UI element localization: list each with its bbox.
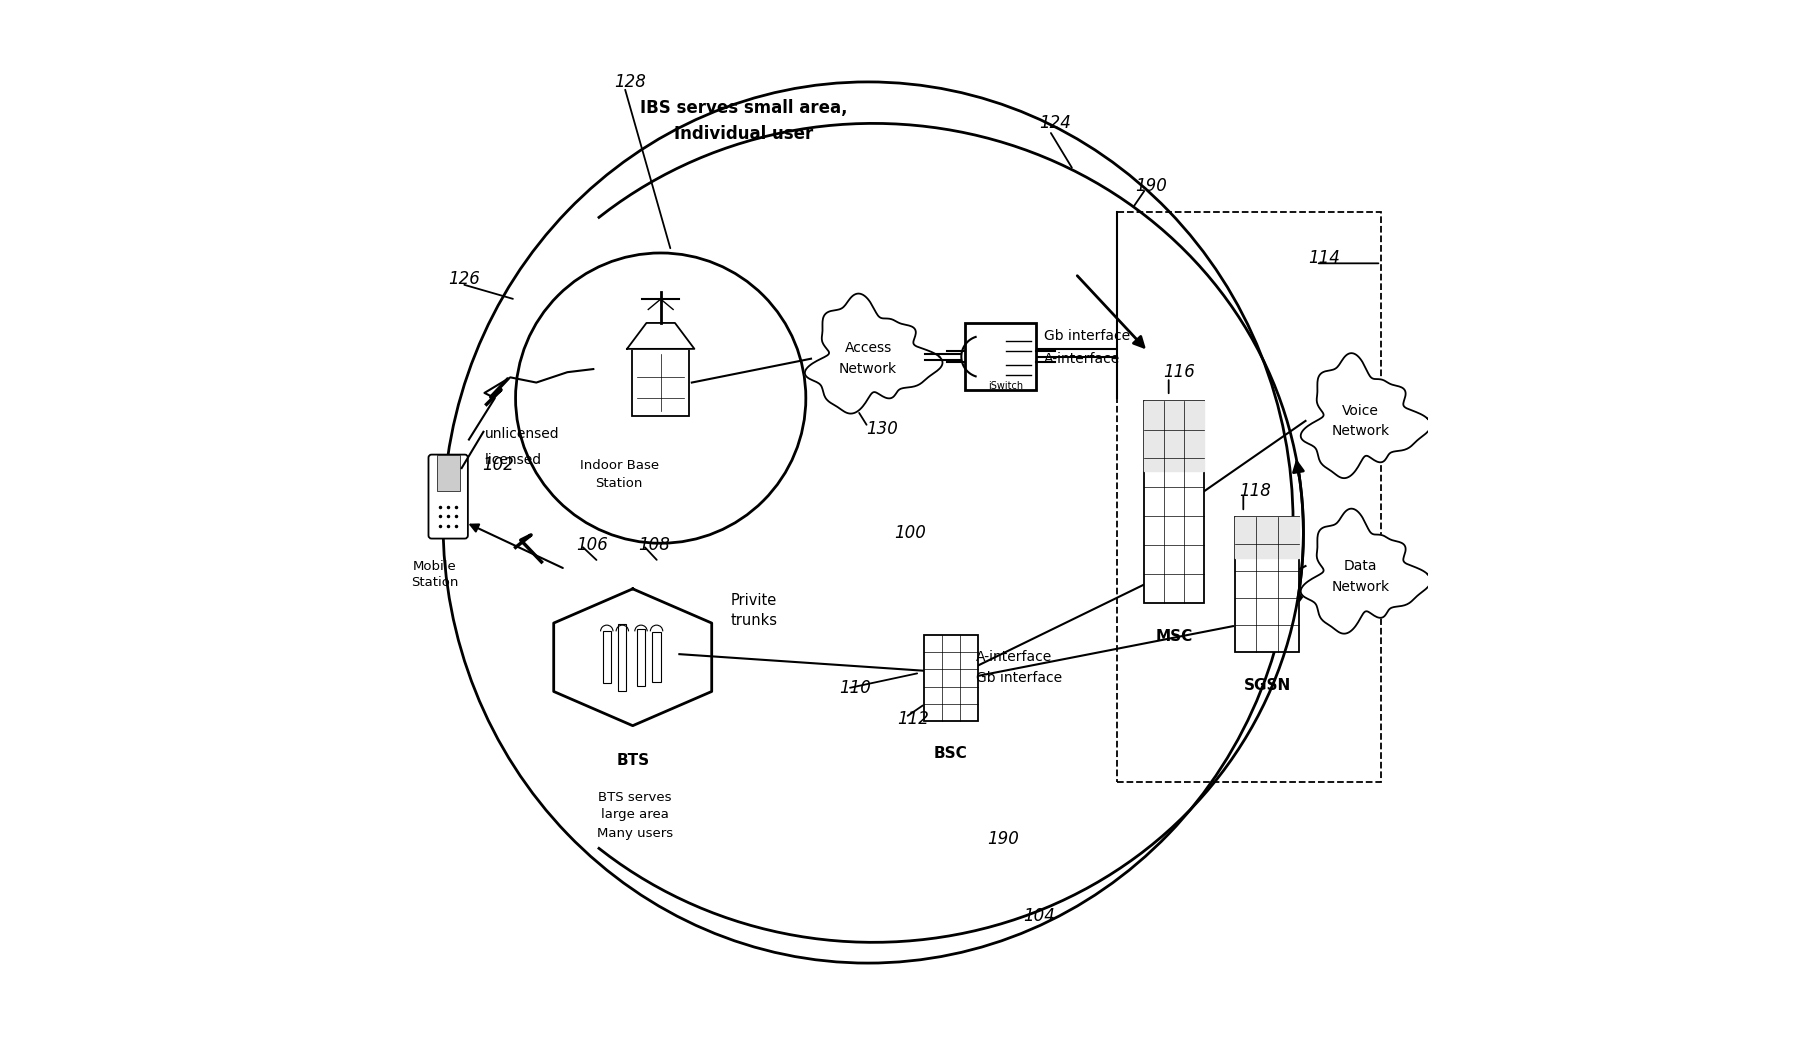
Text: SGSN: SGSN (1244, 678, 1291, 693)
Text: iSwitch: iSwitch (988, 380, 1024, 391)
Bar (1117, 211, 1381, 782)
Text: IBS serves small area,: IBS serves small area, (640, 99, 848, 117)
Text: 128: 128 (615, 73, 646, 91)
Polygon shape (1235, 517, 1299, 558)
Text: Individual user: Individual user (675, 124, 813, 143)
Text: MSC: MSC (1155, 629, 1193, 644)
FancyBboxPatch shape (618, 624, 626, 691)
Text: Gb interface: Gb interface (975, 671, 1062, 686)
Text: Network: Network (1332, 580, 1390, 594)
Bar (1144, 400, 1204, 603)
Text: Mobile: Mobile (413, 559, 457, 573)
Text: licensed: licensed (484, 454, 542, 467)
Text: Privite: Privite (731, 593, 777, 608)
Text: Indoor Base: Indoor Base (580, 459, 658, 472)
Text: 116: 116 (1164, 364, 1195, 381)
Text: A-interface: A-interface (1044, 352, 1121, 366)
Text: Network: Network (1332, 424, 1390, 438)
Text: 100: 100 (893, 524, 926, 542)
Text: 114: 114 (1308, 249, 1341, 268)
Text: 108: 108 (638, 536, 669, 554)
Text: Station: Station (411, 576, 458, 589)
Text: large area: large area (600, 809, 669, 821)
Text: Network: Network (839, 362, 897, 376)
Polygon shape (1301, 353, 1432, 479)
Text: A-interface: A-interface (975, 650, 1051, 665)
Text: 190: 190 (988, 830, 1019, 847)
Bar (1235, 517, 1299, 652)
Text: 124: 124 (1039, 114, 1071, 133)
Text: BTS serves: BTS serves (598, 791, 671, 804)
Polygon shape (1144, 400, 1204, 471)
Bar (966, 323, 1037, 391)
Bar (924, 635, 979, 720)
Text: Access: Access (844, 342, 891, 355)
Text: 104: 104 (1024, 907, 1055, 926)
Text: Data: Data (1344, 559, 1377, 573)
Text: 130: 130 (866, 420, 899, 438)
Text: 106: 106 (575, 536, 608, 554)
Text: trunks: trunks (731, 613, 777, 628)
Text: 110: 110 (839, 679, 871, 697)
FancyBboxPatch shape (653, 632, 660, 682)
Polygon shape (628, 323, 695, 349)
Text: BSC: BSC (935, 746, 968, 762)
Text: Voice: Voice (1342, 403, 1379, 418)
Text: Station: Station (595, 477, 642, 490)
Text: 118: 118 (1239, 483, 1271, 501)
FancyBboxPatch shape (637, 629, 646, 686)
Polygon shape (804, 294, 942, 414)
FancyBboxPatch shape (633, 349, 689, 416)
Text: Many users: Many users (597, 827, 673, 840)
Polygon shape (553, 588, 711, 725)
Text: 126: 126 (447, 270, 480, 287)
Text: BTS: BTS (617, 753, 649, 768)
Bar (437, 456, 460, 491)
FancyBboxPatch shape (429, 455, 467, 538)
Text: Gb interface: Gb interface (1044, 329, 1130, 343)
Polygon shape (1301, 509, 1432, 633)
Text: 112: 112 (897, 711, 930, 728)
Text: 102: 102 (482, 457, 515, 474)
FancyBboxPatch shape (602, 631, 611, 683)
Text: unlicensed: unlicensed (484, 427, 558, 441)
Text: 190: 190 (1135, 177, 1168, 194)
